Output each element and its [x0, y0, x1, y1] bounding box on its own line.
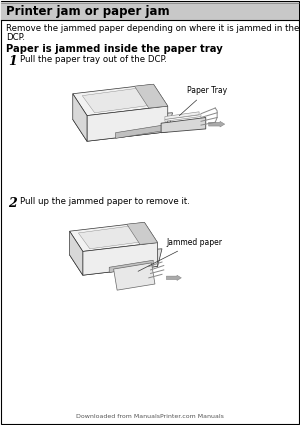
Polygon shape	[70, 231, 83, 275]
Text: Remove the jammed paper depending on where it is jammed in the: Remove the jammed paper depending on whe…	[6, 24, 299, 33]
Text: Pull up the jammed paper to remove it.: Pull up the jammed paper to remove it.	[20, 197, 190, 206]
Polygon shape	[73, 94, 87, 141]
Text: DCP.: DCP.	[6, 33, 25, 42]
Text: Downloaded from ManualsPrinter.com Manuals: Downloaded from ManualsPrinter.com Manua…	[76, 414, 224, 419]
Polygon shape	[82, 87, 158, 113]
FancyArrow shape	[208, 121, 225, 127]
Text: 2: 2	[8, 197, 17, 210]
Polygon shape	[127, 222, 158, 244]
Polygon shape	[78, 225, 149, 249]
Polygon shape	[165, 115, 201, 121]
Text: 1: 1	[8, 55, 17, 68]
Polygon shape	[87, 106, 168, 141]
Polygon shape	[134, 84, 168, 108]
Bar	[1, 2, 299, 20]
Text: Printer jam or paper jam: Printer jam or paper jam	[6, 5, 169, 17]
Text: Jammed paper: Jammed paper	[138, 238, 222, 271]
FancyArrow shape	[167, 275, 182, 281]
Text: Paper Tray: Paper Tray	[179, 86, 227, 116]
Polygon shape	[73, 113, 172, 141]
Text: Paper is jammed inside the paper tray: Paper is jammed inside the paper tray	[6, 44, 223, 54]
Polygon shape	[70, 249, 162, 275]
Polygon shape	[116, 125, 163, 139]
Polygon shape	[109, 260, 153, 272]
Polygon shape	[161, 117, 206, 133]
Polygon shape	[73, 84, 168, 116]
Polygon shape	[165, 112, 199, 119]
Polygon shape	[83, 243, 158, 275]
Text: Pull the paper tray out of the DCP.: Pull the paper tray out of the DCP.	[20, 55, 167, 64]
Polygon shape	[70, 222, 158, 252]
Polygon shape	[114, 263, 155, 290]
